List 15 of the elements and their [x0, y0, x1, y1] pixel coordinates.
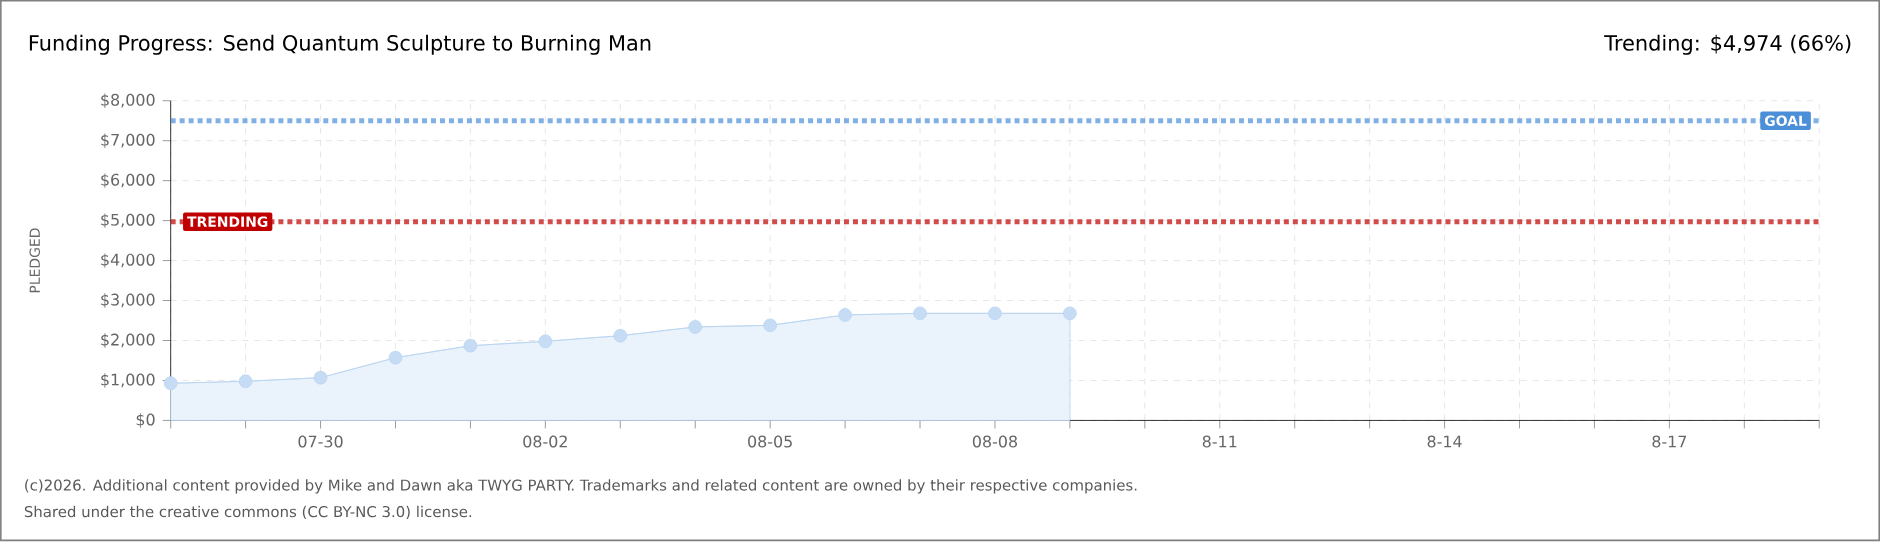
chart-subtitle: Trending: $4,974 (66%) — [1604, 35, 1851, 56]
point — [988, 306, 1002, 321]
point — [388, 351, 403, 365]
point — [613, 329, 628, 343]
point — [688, 320, 703, 335]
point — [163, 376, 178, 391]
point — [463, 339, 478, 353]
point — [238, 374, 253, 389]
point — [763, 318, 777, 333]
point — [838, 308, 852, 323]
chart-title: Funding Progress: Send Quantum Sculpture to Burning Man — [29, 35, 651, 56]
point — [913, 306, 927, 321]
point — [1063, 306, 1077, 321]
point — [313, 371, 328, 385]
point — [538, 334, 553, 349]
